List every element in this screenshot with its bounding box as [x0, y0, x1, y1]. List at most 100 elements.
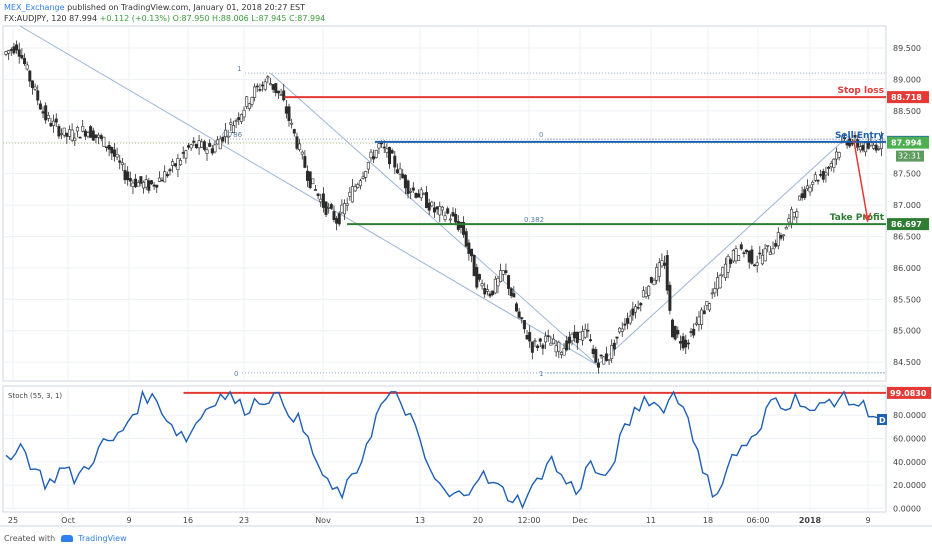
- candle-body: [237, 117, 241, 121]
- candle-body: [708, 303, 712, 311]
- candle-body: [171, 161, 175, 166]
- candle-body: [247, 103, 251, 109]
- candle-body: [686, 342, 690, 345]
- candle-body: [488, 293, 492, 297]
- candle-body: [91, 130, 95, 141]
- candle-body: [250, 96, 254, 105]
- price-tick-label: 85.500: [893, 295, 921, 304]
- candle-body: [842, 137, 846, 139]
- trade-level-name: Take Profit: [830, 213, 885, 223]
- candle-body: [631, 308, 635, 316]
- tradingview-brand[interactable]: TradingView: [78, 534, 127, 543]
- candle-body: [612, 342, 616, 350]
- candle-body: [599, 354, 603, 357]
- candle-body: [229, 122, 233, 125]
- candle-body: [176, 158, 180, 171]
- publisher-link[interactable]: MEX_Exchange: [4, 3, 65, 12]
- candle-body: [856, 139, 860, 148]
- candle-body: [284, 106, 288, 114]
- candle-body: [589, 339, 593, 342]
- candle-body: [139, 176, 143, 184]
- candle-body: [694, 322, 698, 325]
- price-badge-label: 86.697: [891, 220, 922, 229]
- candle-body: [361, 176, 365, 179]
- candle-body: [861, 145, 865, 151]
- candle-body: [647, 285, 651, 296]
- candle-body: [128, 177, 132, 182]
- candle-body: [496, 277, 500, 287]
- candle-body: [660, 260, 664, 267]
- candle-body: [261, 84, 265, 87]
- candle-body: [747, 250, 751, 263]
- candle-body: [83, 130, 87, 137]
- candle-body: [583, 328, 587, 338]
- candle-body: [626, 318, 630, 324]
- candle-body: [745, 249, 749, 253]
- candle-body: [557, 341, 561, 352]
- candle-body: [86, 132, 90, 137]
- candle-body: [30, 80, 34, 89]
- candle-body: [538, 338, 542, 342]
- candle-body: [57, 126, 61, 137]
- candle-body: [813, 174, 817, 181]
- candle-body: [184, 150, 188, 159]
- candle-body: [655, 267, 659, 281]
- candle-body: [62, 127, 66, 136]
- candle-body: [721, 266, 725, 276]
- chart-header: MEX_Exchange published on TradingView.co…: [4, 2, 325, 24]
- candle-body: [530, 341, 534, 353]
- candle-body: [81, 126, 85, 132]
- candle-body: [369, 151, 373, 159]
- candle-body: [768, 251, 772, 255]
- candle-body: [578, 331, 582, 341]
- candle-body: [89, 126, 93, 138]
- candle-body: [115, 154, 119, 158]
- candle-body: [644, 292, 648, 297]
- candle-body: [179, 160, 183, 165]
- candle-body: [126, 171, 130, 181]
- candle-body: [131, 182, 135, 187]
- arrow-head-icon: [863, 212, 872, 223]
- candle-body: [671, 319, 675, 338]
- candle-body: [25, 64, 29, 70]
- candle-body: [213, 144, 217, 153]
- candle-body: [533, 340, 537, 343]
- candle-body: [615, 336, 619, 339]
- candle-body: [186, 145, 190, 148]
- candle-body: [753, 264, 757, 267]
- x-tick-label: Oct: [61, 516, 75, 525]
- candle-body: [155, 184, 159, 188]
- candle-body: [210, 148, 214, 154]
- candle-body: [713, 288, 717, 294]
- tradingview-logo-icon: [60, 535, 73, 542]
- candle-body: [274, 83, 278, 93]
- x-tick-label: 18: [703, 516, 713, 525]
- candle-body: [567, 336, 571, 344]
- candle-body: [443, 215, 447, 220]
- candle-body: [467, 242, 471, 254]
- candle-body: [234, 120, 238, 122]
- candle-body: [784, 227, 788, 230]
- candle-body: [181, 152, 185, 154]
- candle-body: [427, 202, 431, 211]
- candle-body: [440, 206, 444, 211]
- candle-body: [152, 184, 156, 187]
- stoch-line: [5, 389, 879, 510]
- candle-body: [255, 85, 259, 88]
- candle-body: [607, 359, 611, 361]
- candle-body: [681, 336, 685, 349]
- candle-body: [742, 252, 746, 254]
- candle-body: [306, 170, 310, 181]
- candle-body: [792, 212, 796, 218]
- candle-body: [165, 173, 169, 177]
- candle-body: [573, 331, 577, 339]
- candle-body: [676, 329, 680, 335]
- x-tick-label: 16: [183, 516, 193, 525]
- candle-body: [575, 331, 579, 344]
- candle-body: [731, 250, 735, 262]
- candle-body: [216, 139, 220, 145]
- candle-body: [99, 135, 103, 139]
- candle-body: [438, 206, 442, 216]
- candle-body: [388, 147, 392, 165]
